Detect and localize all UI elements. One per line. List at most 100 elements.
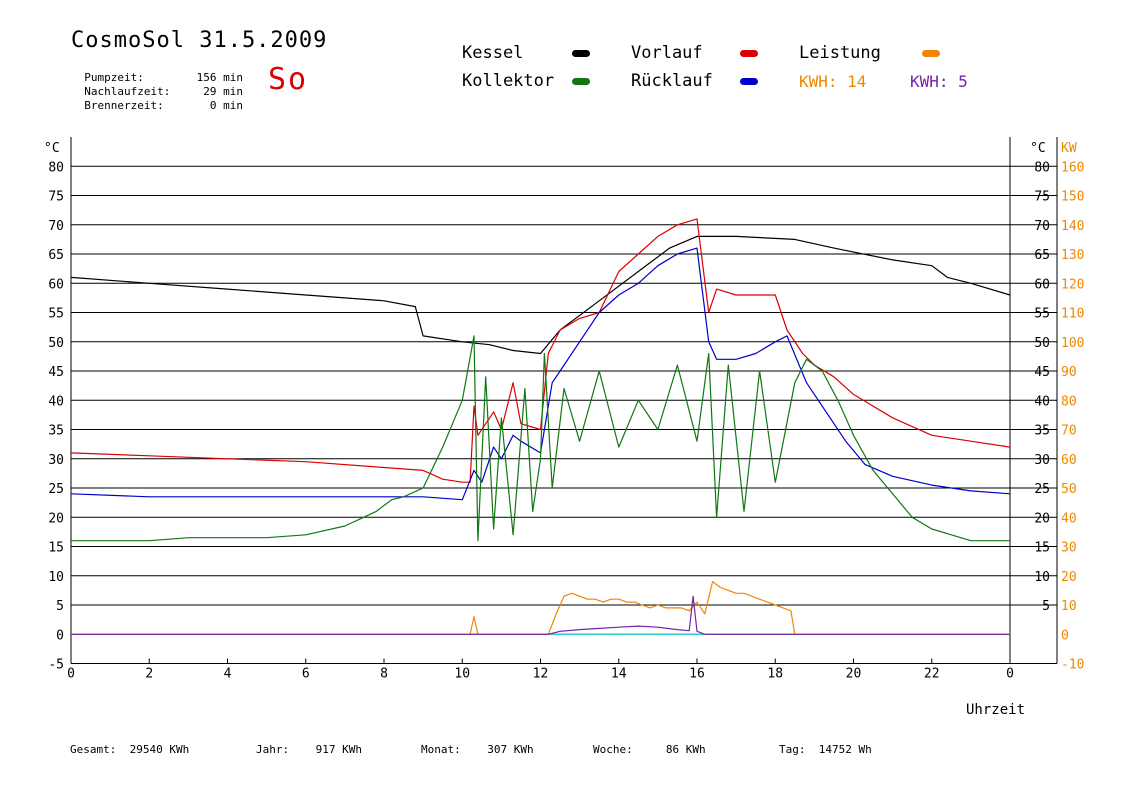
right-tick-label: 10 [1034, 570, 1050, 585]
kw-tick-label: 10 [1061, 599, 1077, 614]
left-tick-label: 55 [48, 307, 64, 322]
series-layer [70, 218, 1011, 635]
left-tick-label: 30 [48, 453, 64, 468]
legend-vorlauf-swatch [740, 50, 758, 57]
x-tick-label: 22 [924, 667, 940, 682]
kw-tick-label: 0 [1061, 628, 1069, 643]
x-tick-label: 10 [454, 667, 470, 682]
kw-tick-label: 80 [1061, 394, 1077, 409]
left-tick-label: 50 [48, 336, 64, 351]
footer-tag: Tag: 14752 Wh [779, 743, 872, 756]
right-axis-unit: °C [1030, 141, 1046, 156]
left-tick-label: 0 [56, 628, 64, 643]
x-tick-label: 0 [67, 667, 75, 682]
series-line-kessel-leistung [71, 595, 1010, 635]
footer-woche: Woche: 86 KWh [593, 743, 706, 756]
right-tick-label: 50 [1034, 336, 1050, 351]
chart-title: CosmoSol 31.5.2009 [71, 28, 328, 53]
stat-label: Pumpzeit: [84, 71, 144, 84]
stat-label: Brennerzeit: [84, 99, 164, 112]
legend-kollektor-label: Kollektor [462, 71, 555, 91]
left-tick-label: 40 [48, 394, 64, 409]
left-tick-label: 60 [48, 277, 64, 292]
tick-layer: °C °C KW-505101520253035404550556065707580… [44, 141, 1084, 682]
left-tick-label: 20 [48, 511, 64, 526]
legend-leistung-swatch [922, 50, 940, 57]
kw-tick-label: 20 [1061, 570, 1077, 585]
right-tick-label: 60 [1034, 277, 1050, 292]
kw-tick-label: -10 [1061, 658, 1084, 673]
right-tick-label: 30 [1034, 453, 1050, 468]
left-tick-label: 35 [48, 424, 64, 439]
footer-monat: Monat: 307 KWh [421, 743, 534, 756]
x-tick-label: 14 [611, 667, 627, 682]
legend-ruecklauf-swatch [740, 78, 758, 85]
legend-ruecklauf-label: Rücklauf [631, 71, 713, 91]
left-tick-label: 75 [48, 190, 64, 205]
kw-tick-label: 70 [1061, 424, 1077, 439]
x-tick-label: 12 [533, 667, 549, 682]
right-tick-label: 65 [1034, 248, 1050, 263]
x-tick-label: 4 [224, 667, 232, 682]
left-tick-label: 5 [56, 599, 64, 614]
right-tick-label: 40 [1034, 394, 1050, 409]
kw-tick-label: 120 [1061, 277, 1084, 292]
left-tick-label: 25 [48, 482, 64, 497]
right-tick-label: 20 [1034, 511, 1050, 526]
grid-layer [70, 137, 1058, 664]
kw-tick-label: 90 [1061, 365, 1077, 380]
right-tick-label: 25 [1034, 482, 1050, 497]
stat-label: Nachlaufzeit: [84, 85, 171, 98]
kw-tick-label: 50 [1061, 482, 1077, 497]
footer-jahr: Jahr: 917 KWh [256, 743, 362, 756]
left-tick-label: 70 [48, 219, 64, 234]
right-tick-label: 5 [1042, 599, 1050, 614]
left-tick-label: 80 [48, 160, 64, 175]
stat-pumpzeit: Pumpzeit: 156 min [71, 58, 243, 84]
kwh-solar-readout: KWH: 14 [799, 72, 867, 91]
legend-leistung-label: Leistung [799, 43, 881, 63]
x-tick-label: 2 [145, 667, 153, 682]
right-tick-label: 55 [1034, 307, 1050, 322]
left-tick-label: 15 [48, 541, 64, 556]
x-tick-label: 16 [689, 667, 705, 682]
left-tick-label: -5 [48, 658, 64, 673]
legend-kollektor-swatch [572, 78, 590, 85]
kw-tick-label: 150 [1061, 190, 1084, 205]
right-tick-label: 15 [1034, 541, 1050, 556]
x-axis-label: Uhrzeit [966, 702, 1026, 718]
kw-tick-label: 30 [1061, 541, 1077, 556]
footer-gesamt: Gesamt: 29540 KWh [70, 743, 190, 756]
x-tick-label: 20 [846, 667, 862, 682]
legend-kessel-label: Kessel [462, 43, 524, 63]
left-tick-label: 65 [48, 248, 64, 263]
stat-value: 29 min [203, 85, 243, 98]
kw-tick-label: 110 [1061, 307, 1084, 322]
right-tick-label: 75 [1034, 190, 1050, 205]
left-tick-label: 45 [48, 365, 64, 380]
right-tick-label: 70 [1034, 219, 1050, 234]
x-tick-label: 8 [380, 667, 388, 682]
right-tick-label: 80 [1034, 160, 1050, 175]
stat-nachlaufzeit: Nachlaufzeit: 29 min [71, 72, 243, 98]
x-tick-label: 6 [302, 667, 310, 682]
kw-tick-label: 160 [1061, 160, 1084, 175]
series-line-kollektor [71, 335, 1010, 542]
left-tick-label: 10 [48, 570, 64, 585]
right-tick-label: 35 [1034, 424, 1050, 439]
right-tick-label: 45 [1034, 365, 1050, 380]
legend-vorlauf-label: Vorlauf [631, 43, 703, 63]
kw-tick-label: 130 [1061, 248, 1084, 263]
stat-brennerzeit: Brennerzeit: 0 min [71, 86, 243, 112]
kw-tick-label: 100 [1061, 336, 1084, 351]
kw-axis-unit: KW [1061, 141, 1077, 156]
series-line-r-cklauf [70, 247, 1011, 501]
stat-value: 0 min [209, 99, 243, 112]
x-tick-label: 18 [767, 667, 783, 682]
series-line-leistung [71, 580, 1010, 635]
kw-tick-label: 40 [1061, 511, 1077, 526]
x-tick-label: 0 [1006, 667, 1014, 682]
legend-kessel-swatch [572, 50, 590, 57]
kw-tick-label: 140 [1061, 219, 1084, 234]
